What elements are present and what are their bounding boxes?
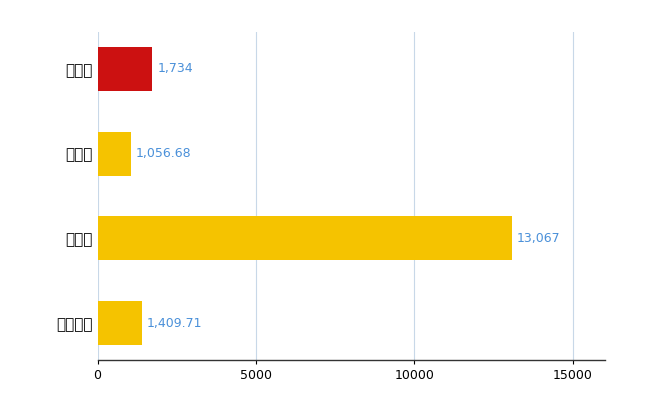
Text: 13,067: 13,067: [516, 232, 560, 245]
Bar: [98, 301, 142, 345]
Bar: [98, 47, 153, 91]
Bar: [98, 216, 512, 260]
Text: 1,734: 1,734: [157, 62, 193, 76]
Text: 1,409.71: 1,409.71: [147, 316, 202, 330]
Bar: [98, 132, 131, 176]
Text: 1,056.68: 1,056.68: [136, 147, 191, 160]
